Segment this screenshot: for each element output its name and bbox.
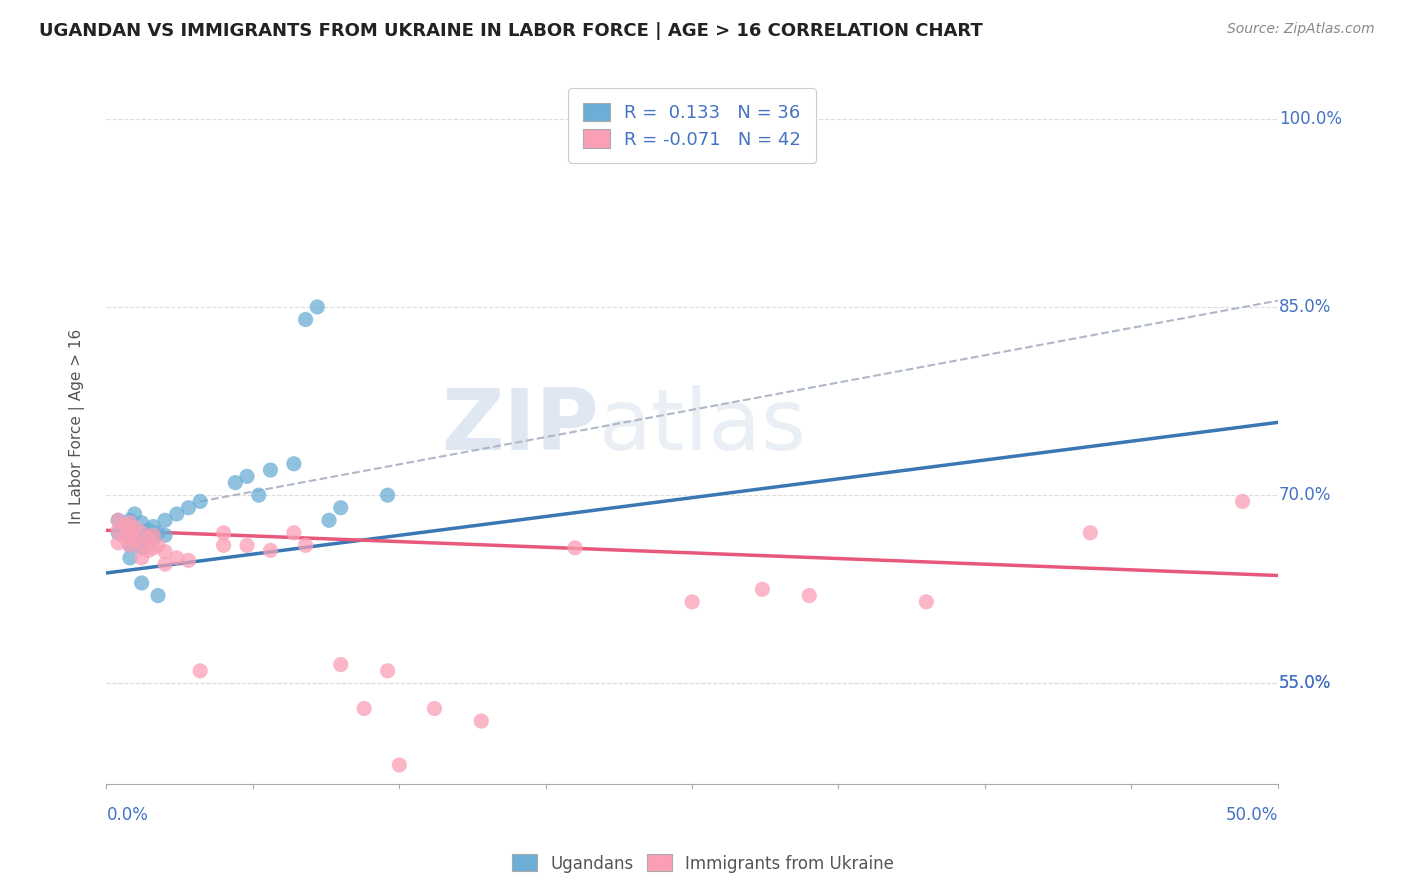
Point bbox=[212, 525, 235, 540]
Point bbox=[166, 550, 188, 565]
Point bbox=[153, 513, 176, 527]
Point bbox=[138, 543, 160, 558]
Text: ZIP: ZIP bbox=[440, 384, 599, 467]
Point bbox=[751, 582, 773, 597]
Point bbox=[318, 513, 340, 527]
Point bbox=[283, 525, 305, 540]
Point bbox=[114, 531, 136, 545]
Point bbox=[915, 595, 938, 609]
Point bbox=[118, 538, 141, 552]
Point bbox=[124, 521, 146, 535]
Point bbox=[353, 701, 375, 715]
Point bbox=[799, 589, 821, 603]
Point bbox=[388, 758, 411, 772]
Point bbox=[377, 488, 399, 502]
Point bbox=[177, 500, 200, 515]
Point bbox=[107, 524, 129, 538]
Point bbox=[307, 300, 329, 314]
Text: UGANDAN VS IMMIGRANTS FROM UKRAINE IN LABOR FORCE | AGE > 16 CORRELATION CHART: UGANDAN VS IMMIGRANTS FROM UKRAINE IN LA… bbox=[39, 22, 983, 40]
Point bbox=[131, 550, 153, 565]
Text: Source: ZipAtlas.com: Source: ZipAtlas.com bbox=[1227, 22, 1375, 37]
Text: 70.0%: 70.0% bbox=[1279, 486, 1331, 504]
Point bbox=[294, 538, 316, 552]
Point bbox=[131, 541, 153, 555]
Point bbox=[124, 533, 146, 548]
Text: 100.0%: 100.0% bbox=[1279, 110, 1341, 128]
Point bbox=[224, 475, 246, 490]
Point bbox=[142, 541, 165, 555]
Point bbox=[188, 494, 211, 508]
Point bbox=[166, 507, 188, 521]
Point bbox=[681, 595, 703, 609]
Point bbox=[131, 525, 153, 540]
Text: 55.0%: 55.0% bbox=[1279, 674, 1331, 692]
Point bbox=[564, 541, 586, 555]
Legend: R =  0.133   N = 36, R = -0.071   N = 42: R = 0.133 N = 36, R = -0.071 N = 42 bbox=[568, 88, 815, 163]
Point bbox=[118, 516, 141, 530]
Point bbox=[177, 553, 200, 567]
Point bbox=[131, 528, 153, 542]
Point bbox=[329, 500, 352, 515]
Point bbox=[283, 457, 305, 471]
Point bbox=[118, 550, 141, 565]
Point bbox=[470, 714, 492, 728]
Point bbox=[1232, 494, 1254, 508]
Point bbox=[329, 657, 352, 672]
Text: In Labor Force | Age > 16: In Labor Force | Age > 16 bbox=[69, 328, 86, 524]
Text: atlas: atlas bbox=[599, 384, 807, 467]
Point bbox=[294, 312, 316, 326]
Point bbox=[142, 528, 165, 542]
Point bbox=[146, 538, 169, 552]
Point bbox=[423, 701, 446, 715]
Point bbox=[118, 525, 141, 540]
Point bbox=[142, 519, 165, 533]
Point bbox=[153, 528, 176, 542]
Point bbox=[142, 532, 165, 546]
Point bbox=[114, 518, 136, 533]
Point bbox=[153, 544, 176, 558]
Legend: Ugandans, Immigrants from Ukraine: Ugandans, Immigrants from Ukraine bbox=[505, 847, 901, 880]
Point bbox=[377, 664, 399, 678]
Point bbox=[118, 538, 141, 552]
Point bbox=[236, 538, 259, 552]
Point bbox=[138, 524, 160, 538]
Text: 55.0%: 55.0% bbox=[1279, 674, 1331, 692]
Point bbox=[146, 525, 169, 540]
Point bbox=[107, 513, 129, 527]
Point bbox=[118, 513, 141, 527]
Point bbox=[131, 516, 153, 530]
Point bbox=[107, 513, 129, 527]
Point bbox=[259, 463, 281, 477]
Text: 50.0%: 50.0% bbox=[1225, 806, 1278, 824]
Point bbox=[124, 507, 146, 521]
Point bbox=[153, 557, 176, 571]
Point bbox=[1078, 525, 1101, 540]
Point bbox=[114, 519, 136, 533]
Point bbox=[131, 538, 153, 552]
Point bbox=[118, 528, 141, 542]
Point bbox=[138, 536, 160, 550]
Text: 85.0%: 85.0% bbox=[1279, 298, 1331, 316]
Point bbox=[124, 532, 146, 546]
Point bbox=[107, 536, 129, 550]
Point bbox=[259, 543, 281, 558]
Text: 0.0%: 0.0% bbox=[107, 806, 149, 824]
Point bbox=[107, 525, 129, 540]
Point bbox=[247, 488, 270, 502]
Point bbox=[124, 524, 146, 538]
Point bbox=[236, 469, 259, 483]
Point bbox=[146, 589, 169, 603]
Point bbox=[212, 538, 235, 552]
Point bbox=[138, 531, 160, 545]
Point bbox=[107, 789, 129, 804]
Point bbox=[131, 576, 153, 591]
Point bbox=[188, 664, 211, 678]
